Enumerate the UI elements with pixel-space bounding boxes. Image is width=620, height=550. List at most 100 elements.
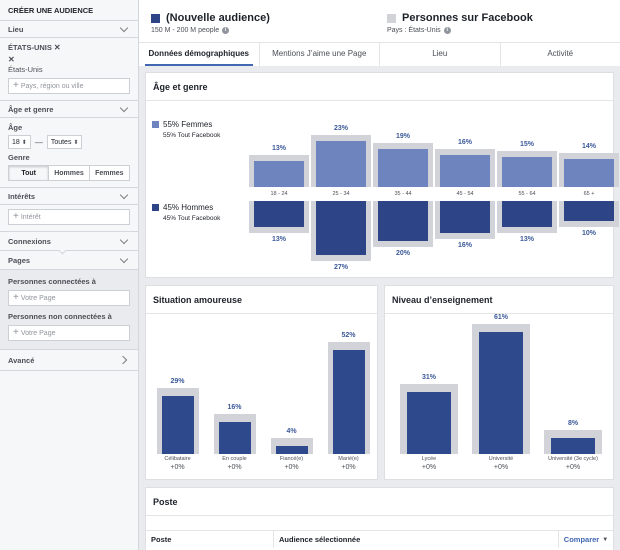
women-value-label: 23% [333,125,348,132]
women-bar [316,141,366,187]
women-value-label: 13% [271,145,286,152]
connected-page-input[interactable]: + Votre Page [8,290,130,306]
audience-title-text: (Nouvelle audience) [166,12,270,24]
age-dash: — [34,137,43,147]
poste-panel: Poste Poste Audience sélectionnée Compar… [145,487,614,550]
relationship-title: Situation amoureuse [153,295,243,305]
women-value-label: 19% [395,133,410,140]
age-max-select[interactable]: Toutes ⬍ [46,135,83,149]
gender-toggle: Tout Hommes Femmes [8,165,130,181]
country-tag: ÉTATS-UNIS [8,43,52,52]
age-gender-chart: 13% 18 - 24 13% 23% 25 - 34 27% 19% 35 - 44 20% 1… [248,73,619,279]
bar-value-label: 52% [341,332,356,339]
women-swatch [152,121,159,128]
interests-header[interactable]: Intérêts [0,188,138,204]
tab-page-likes[interactable]: Mentions J’aime une Page [258,43,380,66]
delta-label: +0% [227,464,242,471]
delta-label: +0% [565,464,581,471]
caret-down-icon: ▼ [602,536,609,543]
bar [332,350,365,454]
men-bar [254,201,304,227]
age-gender-header[interactable]: Âge et genre [0,101,138,117]
compare-dropdown[interactable]: Comparer ▼ [559,535,613,544]
audience-color-swatch [151,13,160,23]
selected-audience-column-header: Audience sélectionnée [274,531,559,548]
bar-value-label: 16% [227,404,242,411]
pages-header[interactable]: Pages [0,251,138,269]
audience-size: 150 M - 200 M people i [151,27,230,34]
age-label: Âge [8,123,23,132]
men-bar [564,201,614,221]
men-label: 45% Hommes [163,203,214,212]
gender-women-button[interactable]: Femmes [89,165,130,181]
tab-location[interactable]: Lieu [379,43,500,66]
men-value-label: 13% [519,236,534,243]
bar-value-label: 61% [493,314,508,321]
delta-label: +0% [493,464,509,471]
bar [161,396,194,454]
women-bar [378,149,428,187]
plus-icon: + [13,327,19,338]
connections-header[interactable]: Connexions [0,232,138,250]
men-legend: 45% Hommes [152,203,213,212]
tab-demographics[interactable]: Données démographiques [139,43,259,66]
plus-icon: + [13,80,19,91]
compare-label: Comparer [563,535,600,544]
category-label: Marié(e) [338,456,359,462]
chevron-right-icon [119,355,129,365]
gender-all-button[interactable]: Tout [8,165,50,181]
sidebar: CRÉER UNE AUDIENCE Lieu ÉTATS-UNIS ✕ ✕ É… [0,0,139,550]
chevron-down-icon [119,104,129,114]
age-category-label: 65 + [583,191,595,197]
age-category-label: 45 - 54 [456,191,474,197]
location-header[interactable]: Lieu [0,21,138,37]
audience-title: (Nouvelle audience) [151,12,270,24]
women-bar [440,155,490,187]
remove-country-icon[interactable]: ✕ [53,43,61,52]
men-value-label: 13% [271,236,286,243]
location-label: Lieu [8,24,24,34]
chevron-down-icon [119,191,129,201]
men-value-label: 20% [395,250,410,257]
delta-label: +0% [421,464,437,471]
not-connected-page-input[interactable]: + Votre Page [8,325,130,341]
women-value-label: 16% [457,139,472,146]
interest-input[interactable]: + Intérêt [8,209,130,225]
age-category-label: 18 - 24 [270,191,288,197]
bar [218,422,251,454]
education-title: Niveau d’enseignement [392,295,493,305]
bar [275,446,308,454]
bar-value-label: 4% [286,428,297,435]
compare-title-text: Personnes sur Facebook [402,12,533,24]
age-gender-title: Âge et genre [153,82,208,92]
tab-bar: Données démographiques Mentions J’aime u… [139,42,620,66]
location-input[interactable]: + Pays, région ou ville [8,78,130,94]
advanced-header[interactable]: Avancé [0,350,138,370]
info-icon[interactable]: i [222,27,230,34]
interests-label: Intérêts [8,191,36,201]
bar [407,392,451,454]
men-bar [502,201,552,227]
relationship-chart: 29% Célibataire +0% 16% En couple +0% 4% Fiancé… [146,286,379,481]
age-min-select[interactable]: 18 ⬍ [8,135,31,149]
women-value-label: 15% [519,141,534,148]
compare-sub-text: Pays : États-Unis [387,27,441,34]
poste-title: Poste [153,497,178,507]
relationship-panel: Situation amoureuse 29% Célibataire +0% 16%… [145,285,378,480]
age-category-label: 35 - 44 [394,191,412,197]
men-swatch [152,204,159,211]
audience-size-text: 150 M - 200 M people [151,27,220,34]
age-gender-panel: Âge et genre 55% Femmes 55% Tout Faceboo… [145,72,619,279]
men-value-label: 27% [333,264,348,271]
bar [551,438,595,454]
category-label: Fiancé(e) [279,456,304,462]
tab-activity[interactable]: Activité [499,43,620,66]
men-bar [440,201,490,233]
women-bar [254,161,304,187]
category-label: Lycée [421,456,437,462]
gender-men-button[interactable]: Hommes [49,165,90,181]
age-gender-section: Âge et genre Âge 18 ⬍ — Toutes ⬍ Genre T… [0,100,138,187]
chevron-updown-icon: ⬍ [21,139,27,146]
close-icon[interactable]: ✕ [8,55,15,64]
info-icon[interactable]: i [443,27,451,34]
